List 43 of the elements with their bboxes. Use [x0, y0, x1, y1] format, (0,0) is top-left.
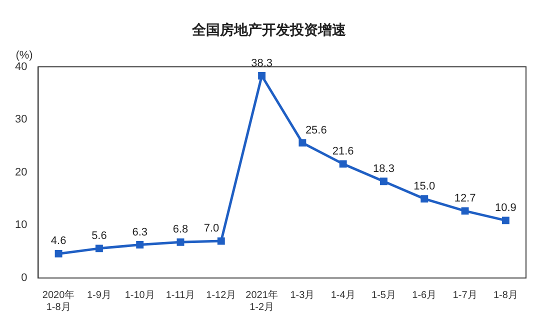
x-tick-label: 1-4月 [330, 290, 356, 301]
point [502, 216, 510, 224]
y-tick-label: 20 [14, 166, 28, 178]
x-tick-label: 1-5月 [372, 290, 396, 301]
point [420, 195, 428, 203]
x-tick-label: 1-7月 [452, 290, 478, 301]
y-axis-title: (%) [16, 49, 33, 62]
chart-title: 全国房地产开发投资增速 [191, 21, 347, 38]
point [339, 160, 347, 168]
data-label: 10.9 [494, 202, 516, 214]
x-tick-label: 1-12月 [206, 290, 236, 301]
y-tick-label: 10 [14, 219, 28, 232]
point [54, 250, 62, 258]
data-label: 38.3 [251, 57, 273, 70]
point [380, 178, 388, 186]
data-label: 4.6 [50, 235, 66, 248]
point [298, 139, 306, 147]
data-label: 6.8 [172, 224, 188, 236]
data-label: 7.0 [204, 222, 220, 235]
x-tick-label: 1-9月 [86, 290, 112, 301]
data-label: 21.6 [332, 145, 354, 158]
point [217, 237, 225, 245]
data-label: 25.6 [305, 124, 327, 136]
data-label: 12.7 [454, 192, 476, 204]
point [136, 241, 144, 248]
point [461, 207, 469, 215]
point [258, 72, 266, 80]
point [176, 238, 184, 246]
data-label: 15.0 [414, 180, 436, 192]
data-label: 18.3 [373, 162, 394, 175]
x-tick-label: 1-8月 [493, 290, 518, 301]
y-tick-label: 40 [14, 60, 28, 73]
data-label: 5.6 [92, 230, 107, 242]
data-label: 6.3 [132, 226, 148, 238]
x-tick-label: 1-3月 [290, 290, 315, 301]
point [95, 244, 103, 252]
x-tick-label: 2020年 1-8月 [42, 288, 75, 313]
x-tick-label: 2021年 1-2月 [246, 288, 278, 313]
x-tick-label: 1-6月 [412, 290, 437, 301]
y-tick-label: 30 [14, 114, 28, 126]
y-tick-label: 0 [21, 272, 28, 284]
x-tick-label: 1-10月 [124, 290, 155, 301]
x-tick-label: 1-11月 [166, 290, 196, 301]
